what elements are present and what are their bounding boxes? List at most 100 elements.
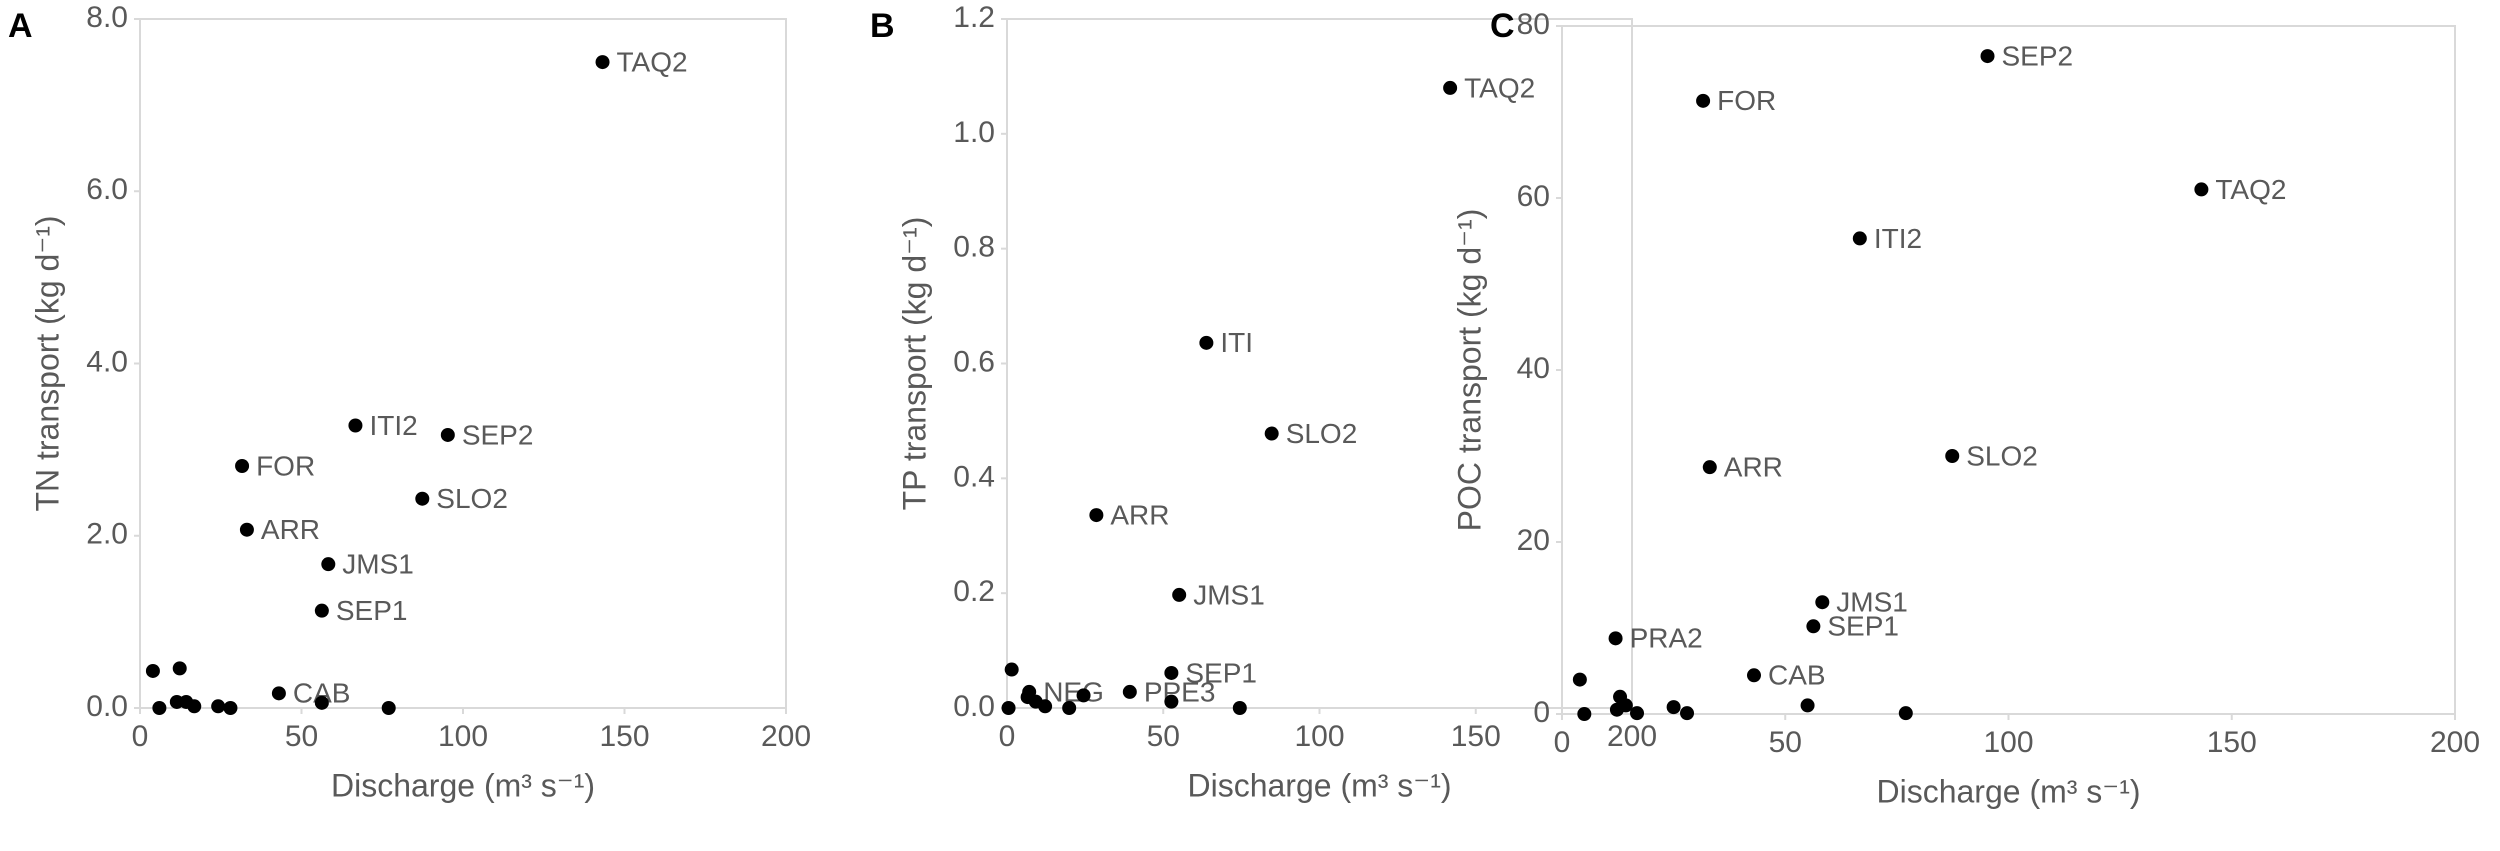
data-point	[1696, 93, 1711, 108]
data-point	[1232, 701, 1247, 715]
y-tick-label: 0	[1533, 696, 1550, 729]
y-tick-label: 40	[1517, 352, 1550, 385]
y-tick-label: 0.0	[953, 690, 995, 723]
x-axis-label: Discharge (m³ s⁻¹)	[1876, 773, 2140, 809]
point-label: TAQ2	[2215, 174, 2286, 205]
data-point	[2194, 182, 2209, 197]
y-axis-label: POC transport (kg d⁻¹)	[1451, 209, 1487, 532]
data-point	[1572, 672, 1587, 687]
point-label: SEP2	[462, 419, 534, 450]
data-point	[1004, 662, 1019, 677]
y-tick-label: 1.2	[953, 1, 995, 34]
data-point	[1038, 699, 1053, 714]
point-label: ITI2	[1874, 223, 1922, 254]
point-label: FOR	[256, 450, 315, 481]
data-point	[1164, 665, 1179, 680]
x-axis-label: Discharge (m³ s⁻¹)	[331, 767, 595, 803]
data-point	[1815, 595, 1830, 610]
y-tick-label: 1.0	[953, 116, 995, 149]
data-point	[271, 686, 286, 701]
point-label: ITI2	[369, 410, 417, 441]
x-tick-label: 50	[1147, 720, 1180, 753]
y-tick-label: 4.0	[86, 345, 128, 378]
data-point	[1666, 700, 1681, 715]
data-point	[1746, 668, 1761, 683]
y-tick-label: 0.8	[953, 231, 995, 264]
point-label: NEG	[1043, 676, 1104, 707]
data-point	[1164, 694, 1179, 709]
point-label: JMS1	[342, 549, 414, 580]
point-label: JMS1	[1193, 579, 1265, 610]
data-point	[314, 695, 329, 710]
data-point	[348, 418, 363, 433]
plot-frame	[139, 18, 787, 709]
point-label: SEP1	[336, 595, 408, 626]
x-tick-label: 50	[285, 720, 318, 753]
x-tick-label: 150	[2207, 726, 2257, 759]
x-tick-label: 100	[438, 720, 488, 753]
x-tick-label: 200	[761, 720, 811, 753]
y-tick-label: 2.0	[86, 518, 128, 551]
data-point	[1680, 706, 1695, 721]
data-point	[235, 458, 250, 473]
y-tick-label: 8.0	[86, 1, 128, 34]
data-point	[1443, 80, 1458, 95]
point-label: ITI	[1220, 327, 1253, 358]
data-point	[1852, 231, 1867, 246]
data-point	[1980, 49, 1995, 64]
point-label: ARR	[1724, 452, 1783, 483]
x-tick-label: 0	[999, 720, 1016, 753]
x-tick-label: 200	[2430, 726, 2480, 759]
y-tick-label: 0.0	[86, 690, 128, 723]
data-point	[152, 701, 167, 715]
data-point	[1945, 449, 1960, 463]
data-point	[595, 55, 610, 70]
point-label: TAQ2	[617, 46, 688, 77]
point-label: CAB	[1768, 660, 1826, 691]
y-tick-label: 0.2	[953, 575, 995, 608]
data-point	[172, 661, 187, 676]
data-point	[1898, 706, 1913, 721]
data-point	[415, 491, 430, 506]
point-label: SEP1	[1185, 657, 1257, 688]
data-point	[1577, 707, 1592, 721]
x-tick-label: 50	[1769, 726, 1802, 759]
point-label: ARR	[1110, 499, 1169, 530]
data-point	[211, 699, 226, 714]
y-tick-label: 0.4	[953, 460, 995, 493]
data-point	[145, 663, 160, 678]
x-tick-label: 100	[1294, 720, 1344, 753]
x-tick-label: 100	[1983, 726, 2033, 759]
point-label: ARR	[261, 514, 320, 545]
data-point	[1806, 619, 1821, 634]
point-label: PPE3	[1144, 676, 1216, 707]
x-axis-label: Discharge (m³ s⁻¹)	[1187, 767, 1451, 803]
data-point	[1199, 335, 1214, 350]
x-tick-label: 150	[599, 720, 649, 753]
x-tick-label: 200	[1607, 720, 1657, 753]
plot-frame	[1561, 25, 2456, 715]
data-point	[314, 603, 329, 618]
point-label: TAQ2	[1464, 72, 1535, 103]
point-label: FOR	[1717, 85, 1776, 116]
data-point	[1172, 587, 1187, 602]
point-label: SLO2	[436, 483, 508, 514]
data-point	[187, 699, 202, 714]
x-tick-label: 0	[132, 720, 149, 753]
data-point	[1630, 706, 1645, 721]
point-label: SEP1	[1827, 611, 1899, 642]
data-point	[440, 427, 455, 442]
data-point	[1618, 698, 1633, 713]
data-point	[1800, 698, 1815, 713]
point-label: SLO2	[1286, 418, 1358, 449]
data-point	[1062, 701, 1077, 715]
point-label: SLO2	[1966, 440, 2038, 471]
y-tick-label: 80	[1517, 8, 1550, 41]
data-point	[1122, 684, 1137, 699]
data-point	[223, 701, 238, 715]
panel-label: C	[1490, 7, 1515, 45]
y-axis-label: TN transport (kg d⁻¹)	[29, 215, 65, 511]
data-point	[1702, 460, 1717, 475]
y-tick-label: 20	[1517, 524, 1550, 557]
